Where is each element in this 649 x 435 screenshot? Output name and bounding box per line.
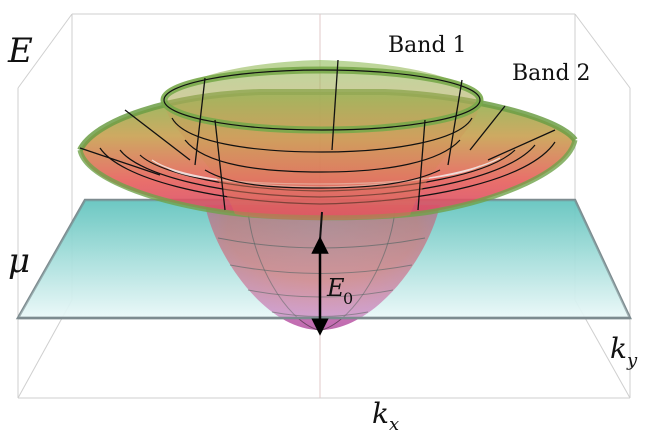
- gap-reference-line: [319, 211, 323, 241]
- kx-axis-label: k x: [372, 397, 399, 435]
- gap-label-base: E: [326, 274, 345, 302]
- ky-label-sub: y: [626, 350, 638, 371]
- ky-label-base: k: [610, 332, 627, 365]
- energy-axis-label: E: [7, 31, 33, 71]
- gap-label-sub: 0: [343, 289, 353, 308]
- gap-energy-label: E 0: [326, 274, 353, 308]
- chemical-potential-label: μ: [8, 241, 30, 281]
- band-2-label: Band 2: [512, 61, 591, 86]
- kx-label-sub: x: [389, 414, 399, 435]
- kx-label-base: k: [372, 397, 389, 430]
- band-1-label: Band 1: [388, 33, 467, 58]
- ky-axis-label: k y: [610, 332, 638, 371]
- band-1-surface: [160, 59, 484, 221]
